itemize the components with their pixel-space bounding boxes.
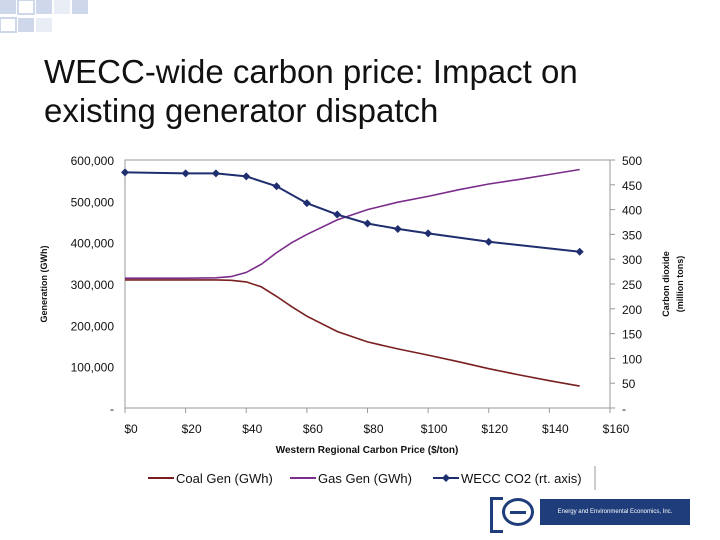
company-logo: Energy and Environmental Economics, Inc. [490,497,695,533]
dispatch-chart: - 100,000 200,000 300,000 400,000 500,000 600,… [39,154,685,490]
x-tick-label: $20 [182,422,202,436]
x-tick-label: $60 [303,422,323,436]
left-axis-ticks: - 100,000 200,000 300,000 400,000 500,000 600,… [71,154,115,416]
y-tick-label: 100,000 [71,361,115,375]
co2-point [211,169,220,178]
co2-point [302,199,311,208]
right-axis-ticks: - 50 100 150 200 250 300 350 400 450 500 [610,154,642,416]
logo-mark-icon [502,498,534,526]
y-tick-label: 600,000 [71,154,115,168]
series-layer [121,168,584,387]
co2-point [333,210,342,219]
y2-axis-label-line2: (million tons) [675,256,685,313]
x-axis-label: Western Regional Carbon Price ($/ton) [276,445,459,456]
x-tick-label: $160 [603,422,630,436]
y2-tick-label: - [622,402,626,416]
logo-text: Energy and Environmental Economics, Inc. [540,499,690,525]
x-tick-label: $80 [363,422,383,436]
co2-point [363,219,372,228]
co2-point [424,229,433,238]
y2-tick-label: 400 [622,204,642,218]
x-axis-ticks: $0 $20 $40 $60 $80 $100 $120 $140 $160 [124,408,630,436]
y2-tick-label: 450 [622,179,642,193]
y2-tick-label: 200 [622,303,642,317]
x-tick-label: $100 [421,422,448,436]
co2-point [181,169,190,178]
series-line-2 [124,171,580,253]
plot-area [124,159,611,409]
co2-point [393,224,402,233]
y2-tick-label: 500 [622,154,642,168]
co2-point [242,172,251,181]
co2-point [575,247,584,256]
y-tick-label: - [110,402,114,416]
y-tick-label: 300,000 [71,278,115,292]
y-axis-label: Generation (GWh) [39,246,49,323]
legend-marker [442,474,450,482]
x-tick-label: $140 [542,422,569,436]
y2-tick-label: 100 [622,352,642,366]
y2-tick-label: 350 [622,228,642,242]
x-tick-label: $40 [242,422,262,436]
y-tick-label: 200,000 [71,319,115,333]
legend: Coal Gen (GWh) Gas Gen (GWh) WECC CO2 (rt.… [148,466,596,490]
series-line-0 [125,279,580,387]
legend-label: WECC CO2 (rt. axis) [461,471,582,486]
page-title: WECC-wide carbon price: Impact on existi… [44,53,578,129]
logo-bracket [490,497,503,533]
y2-tick-label: 150 [622,328,642,342]
corner-decoration [0,0,88,33]
co2-point [272,182,281,191]
legend-label: Coal Gen (GWh) [176,471,273,486]
y2-axis-label-line1: Carbon dioxide [661,251,671,317]
series-line-1 [125,168,580,279]
y-tick-label: 500,000 [71,195,115,209]
co2-point [484,237,493,246]
co2-point [121,168,129,177]
y2-tick-label: 50 [622,377,636,391]
y2-tick-label: 300 [622,253,642,267]
y-tick-label: 400,000 [71,237,115,251]
x-tick-label: $120 [481,422,508,436]
y2-tick-label: 250 [622,278,642,292]
legend-label: Gas Gen (GWh) [318,471,412,486]
x-tick-label: $0 [124,422,138,436]
